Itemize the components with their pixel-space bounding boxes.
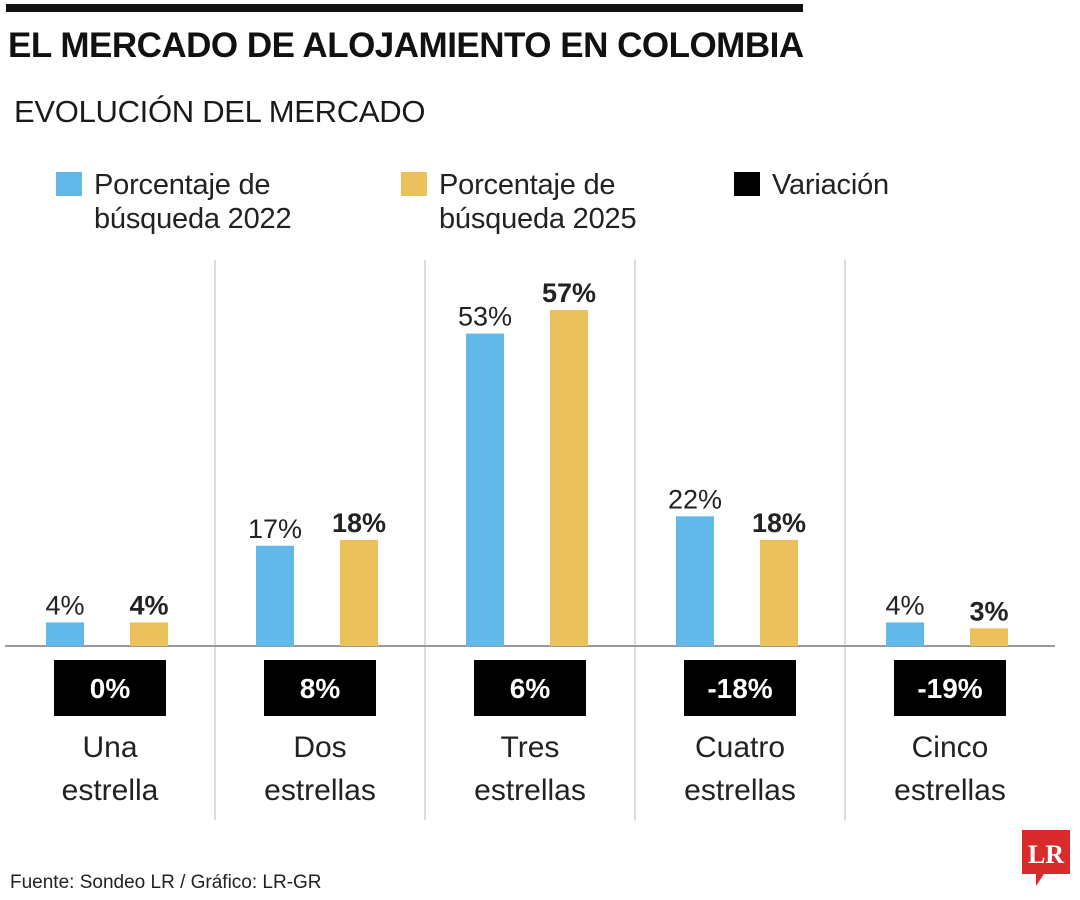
variation-label: 6%	[510, 673, 551, 704]
category-label: Cinco	[912, 731, 989, 764]
data-label-2022: 4%	[885, 590, 924, 620]
data-label-2025: 18%	[332, 508, 386, 538]
data-label-2022: 53%	[458, 302, 512, 332]
category-label: Tres	[501, 731, 560, 764]
legend-item-2022: Porcentaje de búsqueda 2022	[56, 168, 292, 236]
data-label-2025: 3%	[969, 596, 1008, 626]
data-label-2022: 22%	[668, 484, 722, 514]
variation-badge	[474, 660, 586, 716]
top-rule	[6, 4, 803, 12]
lr-logo: LR	[1022, 830, 1070, 886]
bar-2025	[340, 539, 378, 646]
legend-label-2022: Porcentaje de búsqueda 2022	[94, 169, 292, 235]
legend-item-2025: Porcentaje de búsqueda 2025	[401, 168, 637, 236]
chart-title: EL MERCADO DE ALOJAMIENTO EN COLOMBIA	[8, 26, 804, 65]
source-note: Fuente: Sondeo LR / Gráfico: LR-GR	[10, 872, 322, 893]
legend-swatch-2022	[56, 172, 82, 196]
bar-2025	[130, 622, 168, 646]
category-label: Cuatro	[695, 731, 785, 764]
legend-swatch-variation	[734, 172, 760, 196]
variation-badge	[894, 660, 1006, 716]
bar-2022	[256, 545, 294, 646]
category-label: Dos	[293, 731, 346, 764]
legend-label-variation: Variación	[772, 169, 889, 201]
legend-item-variation: Variación	[734, 168, 889, 202]
variation-label: 8%	[300, 673, 341, 704]
data-label-2022: 17%	[248, 514, 302, 544]
data-label-2022: 4%	[45, 590, 84, 620]
bar-chart: 4% 4% 0% Una estrella 17% 18% 8% Dos estrellas 53%…	[5, 260, 1055, 820]
bar-2025	[760, 539, 798, 646]
logo-text: LR	[1028, 840, 1064, 869]
data-label-2025: 57%	[542, 278, 596, 308]
data-label-2025: 18%	[752, 508, 806, 538]
bar-2025	[550, 310, 588, 646]
variation-label: -18%	[707, 673, 772, 704]
category-label: estrellas	[684, 774, 796, 807]
legend-label-2025: Porcentaje de búsqueda 2025	[439, 169, 637, 235]
variation-label: 0%	[90, 673, 131, 704]
chart-subtitle: EVOLUCIÓN DEL MERCADO	[14, 94, 426, 129]
category-label: estrella	[62, 774, 159, 807]
category-label: estrellas	[474, 774, 586, 807]
data-label-2025: 4%	[129, 590, 168, 620]
variation-label: -19%	[917, 673, 982, 704]
bar-2022	[676, 516, 714, 646]
category-label: Una	[82, 731, 137, 764]
variation-badge	[684, 660, 796, 716]
bar-2022	[46, 622, 84, 646]
category-label: estrellas	[264, 774, 376, 807]
category-label: estrellas	[894, 774, 1006, 807]
bar-2022	[886, 622, 924, 646]
variation-badge	[264, 660, 376, 716]
legend-swatch-2025	[401, 172, 427, 196]
bar-2022	[466, 333, 504, 646]
bar-2025	[970, 628, 1008, 646]
variation-badge	[54, 660, 166, 716]
